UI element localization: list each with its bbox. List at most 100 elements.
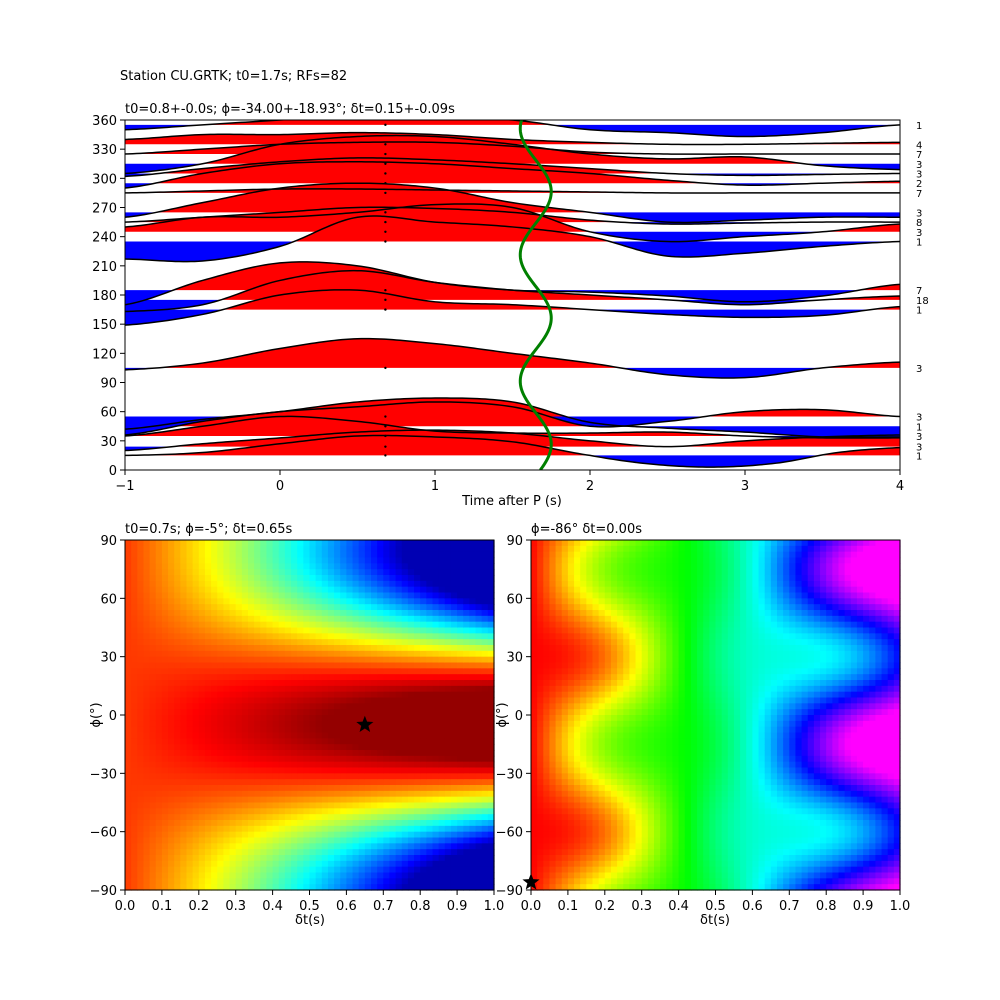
heatmap-cell <box>395 715 403 722</box>
heatmap-cell <box>586 697 594 704</box>
heatmap-cell <box>543 878 551 885</box>
heatmap-cell <box>438 726 446 734</box>
heatmap-cell <box>340 545 347 553</box>
heatmap-cell <box>204 738 212 745</box>
heatmap-cell <box>340 650 347 658</box>
heatmap-cell <box>137 610 145 617</box>
heatmap-cell <box>211 860 218 868</box>
heatmap-cell <box>531 656 538 664</box>
heatmap-cell <box>186 598 194 605</box>
heatmap-cell <box>340 790 347 798</box>
heatmap-cell <box>204 668 212 675</box>
heatmap-cell <box>192 767 200 774</box>
heatmap-cell <box>383 872 391 879</box>
heatmap-cell <box>629 656 637 664</box>
heatmap-cell <box>444 592 452 599</box>
heatmap-cell <box>641 825 649 833</box>
heatmap-cell <box>358 808 366 815</box>
heatmap-cell <box>598 703 606 710</box>
heatmap-cell <box>248 668 255 675</box>
heatmap-cell <box>131 662 138 669</box>
heatmap-cell <box>340 884 347 891</box>
heatmap-cell <box>580 557 587 564</box>
heatmap-cell <box>377 545 384 553</box>
heatmap-cell <box>174 575 181 582</box>
heatmap-cell <box>315 825 323 833</box>
heatmap-cell <box>229 668 237 675</box>
heatmap-cell <box>641 849 649 856</box>
heatmap-cell <box>321 674 329 681</box>
heatmap-cell <box>592 825 600 833</box>
heatmap-cell <box>125 645 132 652</box>
heatmap-cell <box>155 569 163 576</box>
heatmap-cell <box>407 755 415 763</box>
heatmap-cell <box>457 750 464 757</box>
heatmap-cell <box>297 796 304 804</box>
heatmap-cell <box>364 790 372 798</box>
heatmap-cell <box>297 773 304 780</box>
heatmap-cell <box>555 825 563 833</box>
heatmap-cell <box>438 610 446 617</box>
heatmap-cell <box>358 569 366 576</box>
heatmap-cell <box>291 668 298 675</box>
heatmap-cell <box>137 545 145 553</box>
heatmap-cell <box>604 755 612 763</box>
heatmap-cell <box>229 610 237 617</box>
heatmap-cell <box>327 715 335 722</box>
heatmap-cell <box>229 545 237 553</box>
heatmap-cell <box>543 884 551 891</box>
heatmap-cell <box>321 855 329 862</box>
heatmap-cell <box>635 773 643 780</box>
heatmap-cell <box>358 557 366 564</box>
heatmap-cell <box>235 633 243 640</box>
heatmap-cell <box>407 884 415 891</box>
heatmap-cell <box>168 831 175 839</box>
heatmap-cell <box>223 860 231 868</box>
heatmap-cell <box>131 580 138 588</box>
heatmap-cell <box>463 738 470 745</box>
heatmap-cell <box>469 860 477 868</box>
heatmap-cell <box>377 703 384 710</box>
rf-trace-marker <box>384 191 387 195</box>
heatmap-cell <box>401 849 409 856</box>
heatmap-cell <box>235 703 243 710</box>
heatmap-cell <box>260 656 268 664</box>
heatmap-cell <box>635 650 643 658</box>
heatmap-cell <box>137 685 145 693</box>
heatmap-cell <box>647 860 655 868</box>
heatmap-cell <box>180 627 188 634</box>
heatmap-cell <box>321 540 329 547</box>
heatmap-cell <box>444 563 452 570</box>
heatmap-cell <box>291 691 298 699</box>
heatmap-cell <box>549 715 557 722</box>
heatmap-cell <box>647 691 655 699</box>
heatmap-cell <box>531 767 538 774</box>
heatmap-cell <box>186 837 194 844</box>
heatmap-cell <box>414 837 421 844</box>
heatmap-cell <box>327 744 335 751</box>
heatmap-cell <box>186 878 194 885</box>
heatmap-cell <box>444 586 452 594</box>
heatmap-cell <box>371 843 378 850</box>
heatmap-cell <box>334 703 341 710</box>
heatmap-cell <box>284 860 292 868</box>
heatmap-cell <box>358 691 366 699</box>
heatmap-cell <box>586 720 594 728</box>
heatmap-cell <box>481 709 489 716</box>
heatmap-cell <box>266 563 274 570</box>
heatmap-cell <box>623 586 630 594</box>
heatmap-cell <box>327 825 335 833</box>
heatmap-cell <box>168 650 175 658</box>
heatmap-cell <box>161 598 169 605</box>
heatmap-cell <box>278 843 286 850</box>
heatmap-cell <box>346 668 354 675</box>
heatmap-cell <box>432 680 440 687</box>
heatmap-cell <box>574 825 581 833</box>
heatmap-cell <box>420 802 427 809</box>
heatmap-cell <box>395 814 403 821</box>
heatmap-cell <box>457 779 464 786</box>
heatmap-cell <box>487 884 495 891</box>
rf-trace-marker <box>384 454 387 457</box>
heatmap-cell <box>315 767 323 774</box>
heatmap-cell <box>561 872 569 879</box>
